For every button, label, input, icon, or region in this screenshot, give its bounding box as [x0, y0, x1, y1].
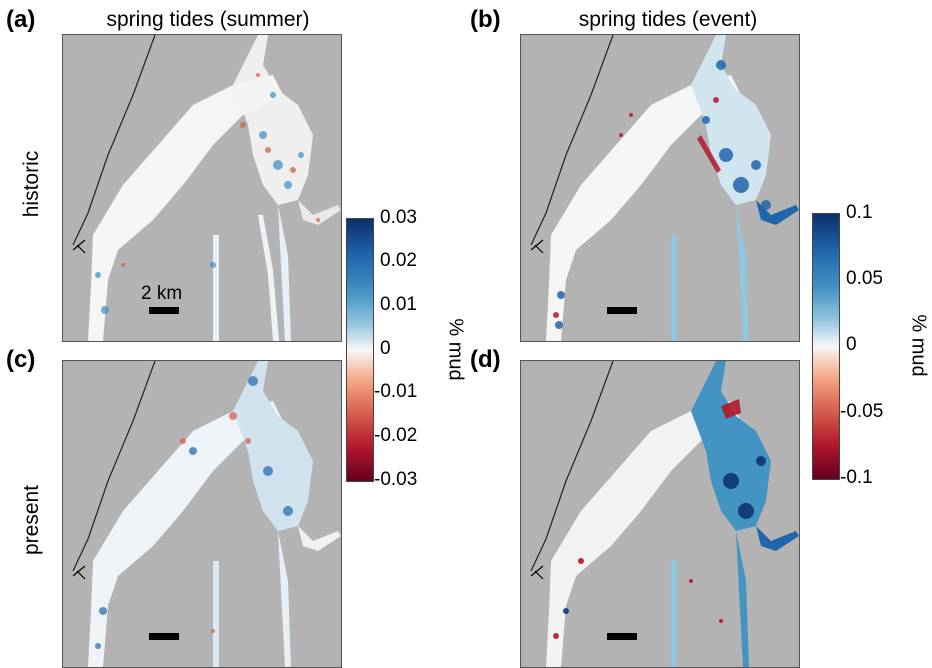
map-panel-a: 2 km	[62, 34, 342, 342]
colorbar-left-label: % mud	[444, 318, 467, 381]
map-panel-d	[520, 360, 800, 668]
colorbar-right-tick: -0.1	[840, 467, 873, 488]
estuary-map-c	[72, 361, 341, 667]
scale-bar-c	[149, 633, 179, 640]
map-panel-c	[62, 360, 342, 668]
colorbar-right-label: % mud	[907, 314, 930, 377]
column-title-event: spring tides (event)	[578, 8, 758, 31]
estuary-map-a	[72, 35, 341, 341]
colorbar-left-tick: 0	[380, 338, 391, 359]
colorbar-left-tick: -0.01	[374, 381, 418, 402]
colorbar-left-tick: 0.03	[380, 207, 417, 228]
estuary-map-b	[530, 35, 799, 341]
colorbar-left-tick: -0.02	[374, 425, 418, 446]
colorbar-right-tick: 0.1	[846, 202, 873, 223]
colorbar-left	[346, 218, 374, 482]
row-label-historic: historic	[20, 150, 43, 218]
colorbar-right	[812, 213, 840, 480]
scale-bar-b	[607, 307, 637, 314]
estuary-map-d	[530, 361, 799, 667]
colorbar-right-tick: 0	[846, 334, 857, 355]
colorbar-right-tick: -0.05	[840, 401, 884, 422]
colorbar-left-tick: 0.01	[380, 294, 417, 315]
panel-label-a: (a)	[6, 6, 36, 33]
colorbar-left-tick: -0.03	[374, 469, 418, 490]
scale-bar-label: 2 km	[141, 283, 183, 304]
panel-label-c: (c)	[6, 346, 36, 373]
map-panel-b	[520, 34, 800, 342]
panel-label-b: (b)	[470, 6, 501, 33]
panel-label-d: (d)	[470, 346, 501, 373]
scale-bar-a	[149, 307, 179, 314]
row-label-present: present	[20, 484, 43, 556]
colorbar-right-tick: 0.05	[846, 268, 883, 289]
colorbar-left-tick: 0.02	[380, 250, 417, 271]
column-title-summer: spring tides (summer)	[106, 8, 310, 31]
scale-bar-d	[607, 633, 637, 640]
